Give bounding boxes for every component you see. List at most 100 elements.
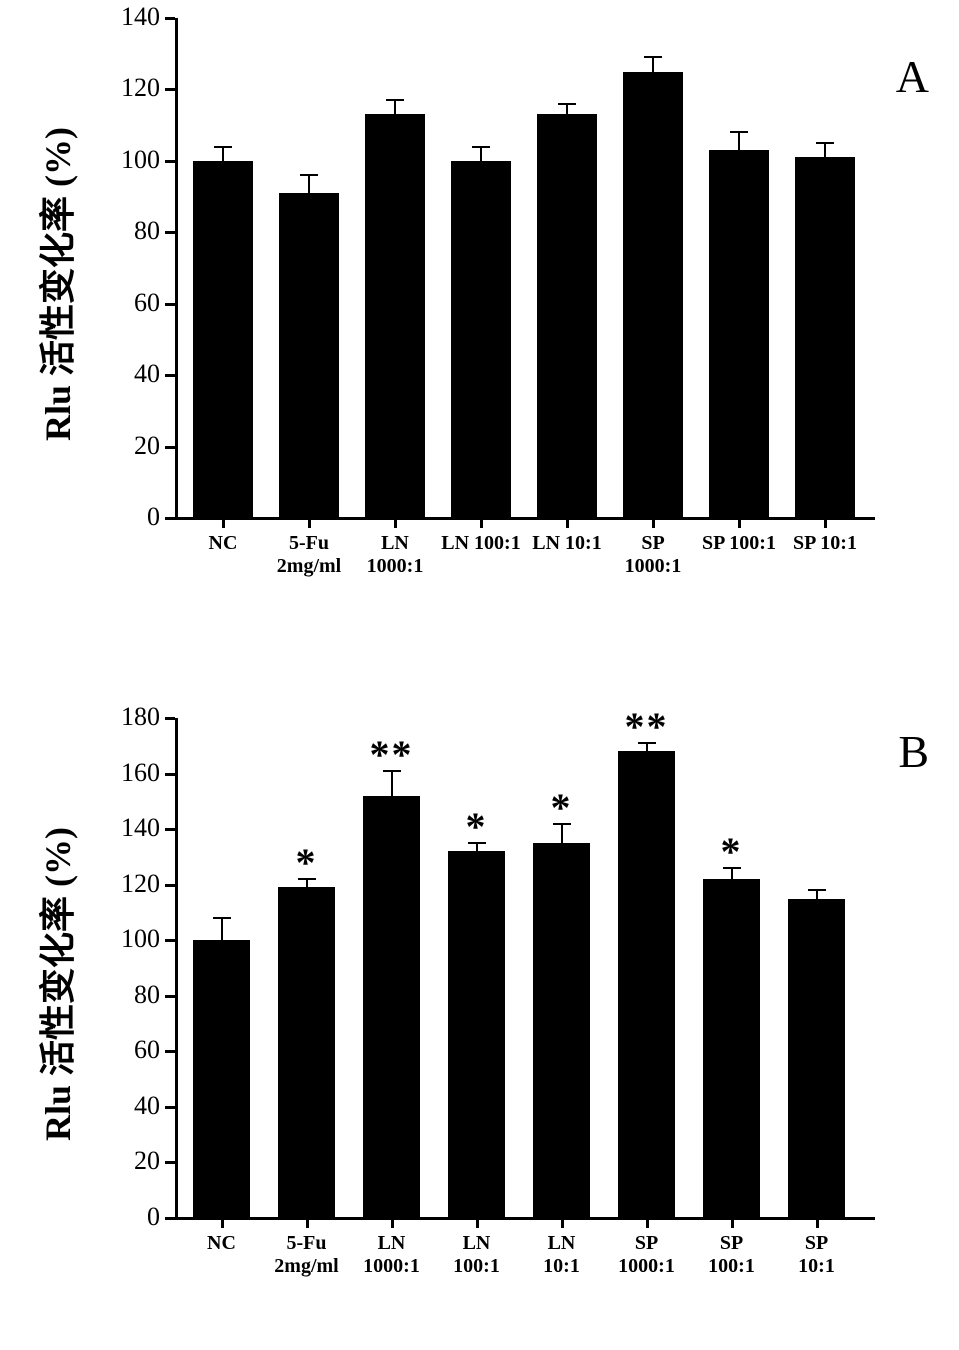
bar (448, 851, 505, 1218)
y-tick-label: 0 (105, 502, 160, 532)
bar (193, 161, 253, 518)
y-tick (165, 446, 175, 449)
error-bar (221, 918, 223, 940)
y-tick-label: 60 (105, 288, 160, 318)
bar (363, 796, 420, 1218)
x-tick-label: NC (179, 532, 267, 555)
panel-a-label: A (896, 50, 929, 103)
x-tick (646, 1218, 649, 1228)
y-tick-label: 60 (105, 1035, 160, 1065)
bar (279, 193, 339, 518)
y-tick (165, 1106, 175, 1109)
x-tick (561, 1218, 564, 1228)
x-tick-label: LN100:1 (434, 1232, 519, 1278)
error-cap (808, 889, 826, 891)
panel-b: B Rlu 活性变化率 (%) 020406080100120140160180… (0, 700, 959, 1350)
x-tick (394, 518, 397, 528)
x-tick (222, 518, 225, 528)
panel-b-ylabel: Rlu 活性变化率 (%) (29, 821, 81, 1141)
panel-b-chart: 020406080100120140160180NC*5-Fu2mg/ml**L… (175, 718, 875, 1308)
error-bar (308, 175, 310, 193)
panel-a: A Rlu 活性变化率 (%) 020406080100120140NC5-Fu… (0, 0, 959, 660)
page: A Rlu 活性变化率 (%) 020406080100120140NC5-Fu… (0, 0, 959, 1350)
error-cap (558, 103, 576, 105)
y-tick (165, 717, 175, 720)
x-tick-label: LN1000:1 (349, 1232, 434, 1278)
significance-marker: * (693, 828, 770, 875)
y-axis (175, 718, 178, 1218)
x-tick-label: SP100:1 (689, 1232, 774, 1278)
y-tick (165, 1050, 175, 1053)
x-tick-label: LN 100:1 (437, 532, 525, 555)
x-tick (308, 518, 311, 528)
panel-b-label: B (898, 725, 929, 778)
y-tick (165, 828, 175, 831)
x-tick-label: LN10:1 (519, 1232, 604, 1278)
x-tick (480, 518, 483, 528)
x-tick-label: SP 10:1 (781, 532, 869, 555)
y-tick-label: 20 (105, 431, 160, 461)
y-tick-label: 160 (105, 758, 160, 788)
y-tick-label: 80 (105, 980, 160, 1010)
bar (623, 72, 683, 518)
y-tick-label: 140 (105, 813, 160, 843)
panel-a-ylabel: Rlu 活性变化率 (%) (29, 121, 81, 441)
x-tick (816, 1218, 819, 1228)
error-cap (730, 131, 748, 133)
x-tick-label: 5-Fu2mg/ml (265, 532, 353, 578)
y-tick (165, 88, 175, 91)
bar (618, 751, 675, 1218)
x-tick (221, 1218, 224, 1228)
y-tick-label: 140 (105, 2, 160, 32)
y-tick (165, 517, 175, 520)
bar (365, 114, 425, 518)
y-tick-label: 120 (105, 869, 160, 899)
y-tick-label: 80 (105, 216, 160, 246)
x-tick-label: LN1000:1 (351, 532, 439, 578)
x-tick-label: NC (179, 1232, 264, 1255)
x-tick-label: SP 100:1 (695, 532, 783, 555)
bar (795, 157, 855, 518)
y-tick-label: 40 (105, 359, 160, 389)
error-cap (213, 917, 231, 919)
x-tick-label: SP1000:1 (609, 532, 697, 578)
error-bar (738, 132, 740, 150)
error-cap (644, 56, 662, 58)
y-tick-label: 120 (105, 73, 160, 103)
y-tick (165, 884, 175, 887)
y-tick (165, 231, 175, 234)
x-tick-label: LN 10:1 (523, 532, 611, 555)
error-cap (214, 146, 232, 148)
significance-marker: * (523, 784, 600, 831)
significance-marker: * (268, 839, 345, 886)
panel-a-chart: 020406080100120140NC5-Fu2mg/mlLN1000:1LN… (175, 18, 875, 608)
error-bar (480, 147, 482, 161)
y-tick (165, 160, 175, 163)
bar (788, 899, 845, 1218)
bar (703, 879, 760, 1218)
bar (451, 161, 511, 518)
error-cap (386, 99, 404, 101)
y-tick-label: 180 (105, 702, 160, 732)
y-tick (165, 773, 175, 776)
y-tick-label: 100 (105, 145, 160, 175)
error-bar (816, 890, 818, 898)
bar (278, 887, 335, 1218)
x-tick (391, 1218, 394, 1228)
x-tick (566, 518, 569, 528)
x-tick (731, 1218, 734, 1228)
y-tick (165, 17, 175, 20)
y-tick (165, 303, 175, 306)
error-cap (816, 142, 834, 144)
bar (533, 843, 590, 1218)
y-tick-label: 100 (105, 924, 160, 954)
error-bar (652, 57, 654, 71)
y-tick (165, 939, 175, 942)
x-tick-label: SP10:1 (774, 1232, 859, 1278)
y-tick (165, 995, 175, 998)
bar (537, 114, 597, 518)
error-bar (394, 100, 396, 114)
y-tick-label: 40 (105, 1091, 160, 1121)
x-tick (306, 1218, 309, 1228)
error-bar (222, 147, 224, 161)
